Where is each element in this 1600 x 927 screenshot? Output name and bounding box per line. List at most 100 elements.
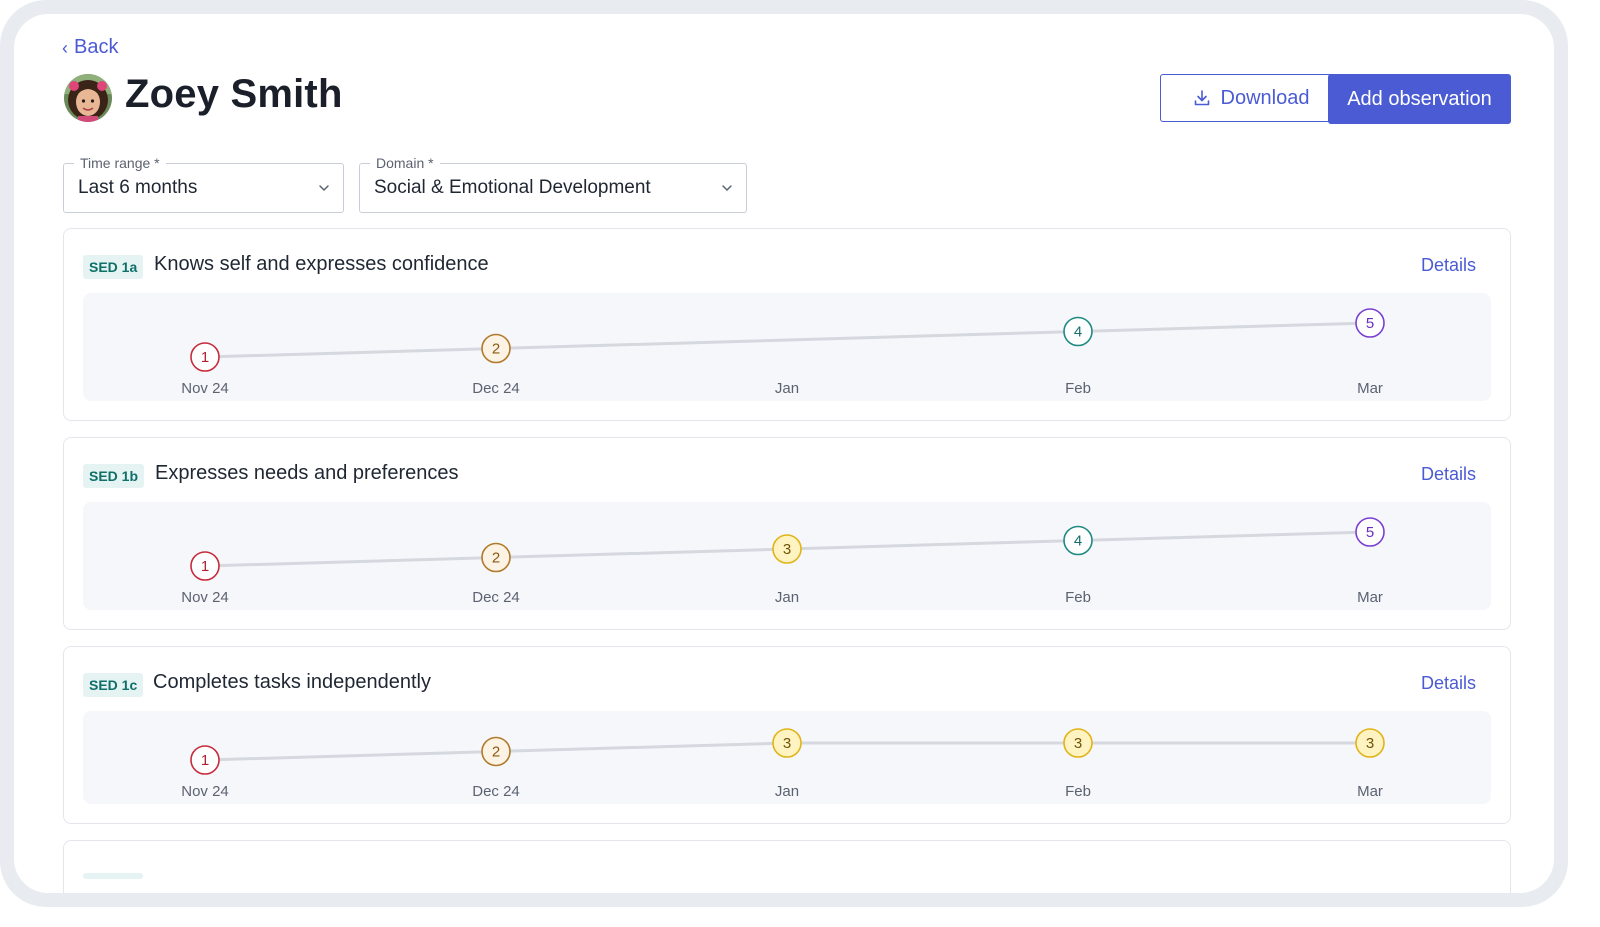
level-point[interactable]: 4	[1063, 316, 1093, 347]
domain-select[interactable]: Domain * Social & Emotional Development	[359, 155, 747, 213]
x-tick-label: Nov 24	[181, 783, 229, 800]
x-tick-label: Jan	[775, 783, 799, 800]
trend-line-segment	[785, 539, 1080, 551]
level-value: 2	[492, 550, 500, 567]
x-tick-label: Mar	[1357, 380, 1383, 397]
level-marker	[481, 542, 511, 573]
skill-card-sed-1b: SED 1b Expresses needs and preferences D…	[63, 437, 1511, 630]
back-link[interactable]: ‹ Back	[62, 36, 118, 59]
level-value: 3	[783, 735, 791, 752]
level-point[interactable]: 1	[190, 745, 220, 775]
x-tick-label: Mar	[1357, 589, 1383, 606]
progress-chart: Nov 24 Dec 24 Jan Feb Mar 1 2 3 4 5	[83, 502, 1491, 610]
level-value: 5	[1366, 315, 1374, 332]
add-observation-label: Add observation	[1347, 87, 1492, 110]
level-marker	[1355, 728, 1385, 758]
chart-svg: Nov 24 Dec 24 Jan Feb Mar 1 2 4 5	[181, 308, 1385, 397]
skill-card-next	[63, 840, 1511, 893]
domain-value: Social & Emotional Development	[374, 177, 651, 198]
progress-chart: Nov 24 Dec 24 Jan Feb Mar 1 2 3 3 3	[83, 711, 1491, 804]
level-marker	[190, 551, 220, 581]
x-tick-label: Feb	[1065, 589, 1091, 606]
level-point[interactable]: 3	[772, 534, 802, 564]
chart-svg: Nov 24 Dec 24 Jan Feb Mar 1 2 3 4 5	[181, 517, 1385, 606]
trend-line-segment	[1076, 530, 1372, 542]
time-range-select[interactable]: Time range * Last 6 months	[63, 155, 344, 213]
level-point[interactable]: 2	[481, 542, 511, 573]
skill-card-sed-1c: SED 1c Completes tasks independently Det…	[63, 646, 1511, 824]
level-marker	[190, 745, 220, 775]
skill-name: Completes tasks independently	[153, 671, 431, 693]
domain-label: Domain *	[370, 155, 440, 171]
trend-line-segment	[1076, 321, 1372, 333]
skill-name: Knows self and expresses confidence	[154, 253, 489, 275]
time-range-label: Time range *	[74, 155, 166, 171]
avatar	[64, 74, 112, 122]
level-marker	[772, 728, 802, 758]
level-value: 3	[1366, 735, 1374, 752]
level-marker	[1355, 308, 1385, 338]
level-value: 1	[201, 349, 209, 366]
app-screen: ‹ Back Zoey Smith	[14, 14, 1554, 893]
level-marker	[481, 736, 511, 767]
level-point[interactable]: 5	[1355, 517, 1385, 547]
x-tick-label: Dec 24	[472, 380, 520, 397]
level-marker	[481, 333, 511, 364]
level-point[interactable]: 4	[1063, 525, 1093, 556]
chevron-down-icon	[319, 185, 329, 192]
skill-card-sed-1a: SED 1a Knows self and expresses confiden…	[63, 228, 1511, 421]
avatar-image	[64, 74, 112, 122]
level-value: 4	[1074, 533, 1082, 550]
details-link[interactable]: Details	[1420, 673, 1476, 693]
chart-svg: Nov 24 Dec 24 Jan Feb Mar 1 2 3 3 3	[181, 728, 1385, 800]
trend-line-segment	[494, 330, 1080, 350]
x-tick-label: Jan	[775, 380, 799, 397]
level-value: 3	[783, 541, 791, 558]
x-tick-label: Dec 24	[472, 783, 520, 800]
x-tick-label: Dec 24	[472, 589, 520, 606]
level-marker	[1063, 728, 1093, 758]
skill-code-badge: SED 1b	[83, 464, 145, 488]
download-icon	[1194, 90, 1209, 106]
device-frame: ‹ Back Zoey Smith	[0, 0, 1568, 907]
skill-code-badge: SED 1c	[83, 673, 144, 697]
level-value: 3	[1074, 735, 1082, 752]
level-point[interactable]: 1	[190, 551, 220, 581]
level-marker	[1355, 517, 1385, 547]
chevron-left-icon: ‹	[62, 37, 68, 58]
download-button[interactable]: Download	[1160, 74, 1342, 122]
trend-line-segment	[203, 750, 498, 762]
skill-code-badge: SED 1a	[83, 255, 144, 279]
trend-line-segment	[494, 547, 789, 559]
details-link[interactable]: Details	[1420, 464, 1476, 484]
level-marker	[1063, 316, 1093, 347]
trend-line-segment	[203, 347, 498, 359]
trend-line-segment	[494, 741, 789, 753]
download-label: Download	[1220, 86, 1310, 109]
level-point[interactable]: 3	[1063, 728, 1093, 758]
level-marker	[772, 534, 802, 564]
level-point[interactable]: 3	[772, 728, 802, 758]
add-observation-button[interactable]: Add observation	[1328, 74, 1511, 124]
page-title: Zoey Smith	[125, 72, 343, 116]
x-tick-label: Nov 24	[181, 380, 229, 397]
progress-chart: Nov 24 Dec 24 Jan Feb Mar 1 2 4 5	[83, 293, 1491, 401]
x-tick-label: Feb	[1065, 783, 1091, 800]
time-range-value: Last 6 months	[78, 177, 198, 198]
level-point[interactable]: 1	[190, 342, 220, 372]
level-point[interactable]: 3	[1355, 728, 1385, 758]
level-point[interactable]: 2	[481, 333, 511, 364]
level-marker	[190, 342, 220, 372]
x-tick-label: Nov 24	[181, 589, 229, 606]
trend-line-segment	[203, 556, 498, 568]
level-point[interactable]: 2	[481, 736, 511, 767]
skill-code-badge	[83, 873, 143, 879]
level-point[interactable]: 5	[1355, 308, 1385, 338]
x-tick-label: Mar	[1357, 783, 1383, 800]
level-value: 2	[492, 744, 500, 761]
level-value: 1	[201, 558, 209, 575]
details-link[interactable]: Details	[1420, 255, 1476, 275]
skill-name: Expresses needs and preferences	[155, 462, 459, 484]
x-tick-label: Jan	[775, 589, 799, 606]
level-value: 2	[492, 341, 500, 358]
